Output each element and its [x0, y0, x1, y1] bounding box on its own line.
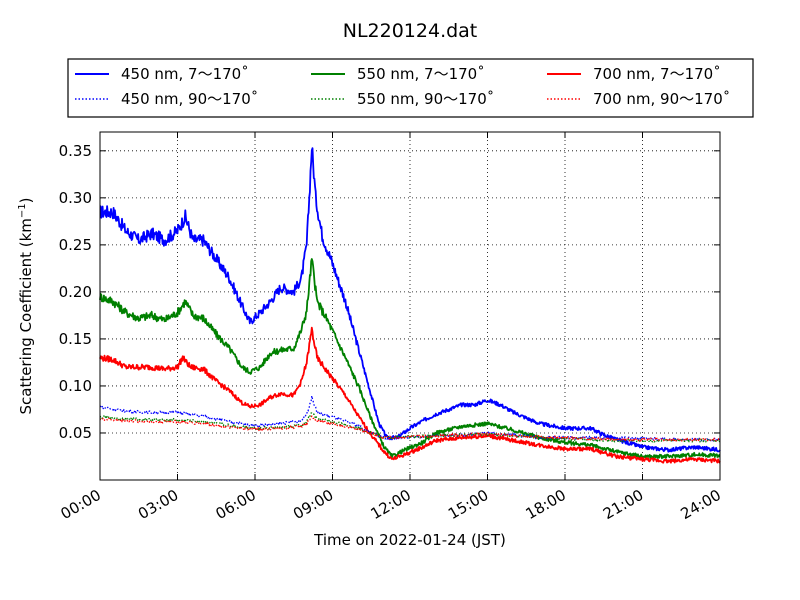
y-tick-label: 0.35 [59, 142, 92, 160]
legend-label: 450 nm, 7～170˚ [121, 65, 249, 83]
series-line-550nm-solid [99, 258, 721, 460]
legend-label: 550 nm, 90～170˚ [357, 90, 494, 108]
y-tick-label: 0.30 [59, 189, 92, 207]
x-tick-label: 21:00 [600, 486, 646, 523]
series-line-550nm-dotted [99, 412, 721, 443]
series-line-450nm-solid [99, 147, 721, 453]
legend-label: 700 nm, 7～170˚ [593, 65, 721, 83]
y-tick-label: 0.25 [59, 236, 92, 254]
x-tick-label: 24:00 [678, 486, 724, 523]
x-tick-label: 12:00 [368, 486, 414, 523]
x-tick-label: 00:00 [58, 486, 104, 523]
grid [100, 132, 720, 480]
legend-label: 450 nm, 90～170˚ [121, 90, 258, 108]
x-axis-label: Time on 2022-01-24 (JST) [313, 531, 506, 549]
series-line-700nm-dotted [99, 415, 721, 442]
y-axis-label-close: ) [17, 197, 35, 203]
axis-ticks: 00:00 03:00 06:00 09:00 12:00 15:00 18:00 21:00… [58, 132, 724, 523]
y-axis-label-exponent: −1 [17, 203, 28, 218]
series-group [99, 147, 721, 464]
x-tick-label: 15:00 [445, 486, 491, 523]
y-tick-label: 0.10 [59, 377, 92, 395]
x-tick-label: 03:00 [135, 486, 181, 523]
y-tick-label: 0.05 [59, 424, 92, 442]
y-tick-label: 0.15 [59, 330, 92, 348]
legend-label: 550 nm, 7～170˚ [357, 65, 485, 83]
x-tick-label: 09:00 [290, 486, 336, 523]
chart-title: NL220124.dat [343, 20, 478, 42]
series-line-700nm-solid [99, 326, 721, 464]
legend-label: 700 nm, 90～170˚ [593, 90, 730, 108]
y-axis-label-main: Scattering Coefficient (km [17, 218, 35, 414]
series-line-450nm-dotted [99, 395, 721, 442]
x-tick-label: 06:00 [213, 486, 259, 523]
x-tick-label: 18:00 [523, 486, 569, 523]
legend: 450 nm, 7～170˚ 550 nm, 7～170˚ 700 nm, 7～17… [67, 58, 754, 118]
y-axis-label: Scattering Coefficient (km−1) [17, 197, 35, 414]
y-tick-label: 0.20 [59, 283, 92, 301]
